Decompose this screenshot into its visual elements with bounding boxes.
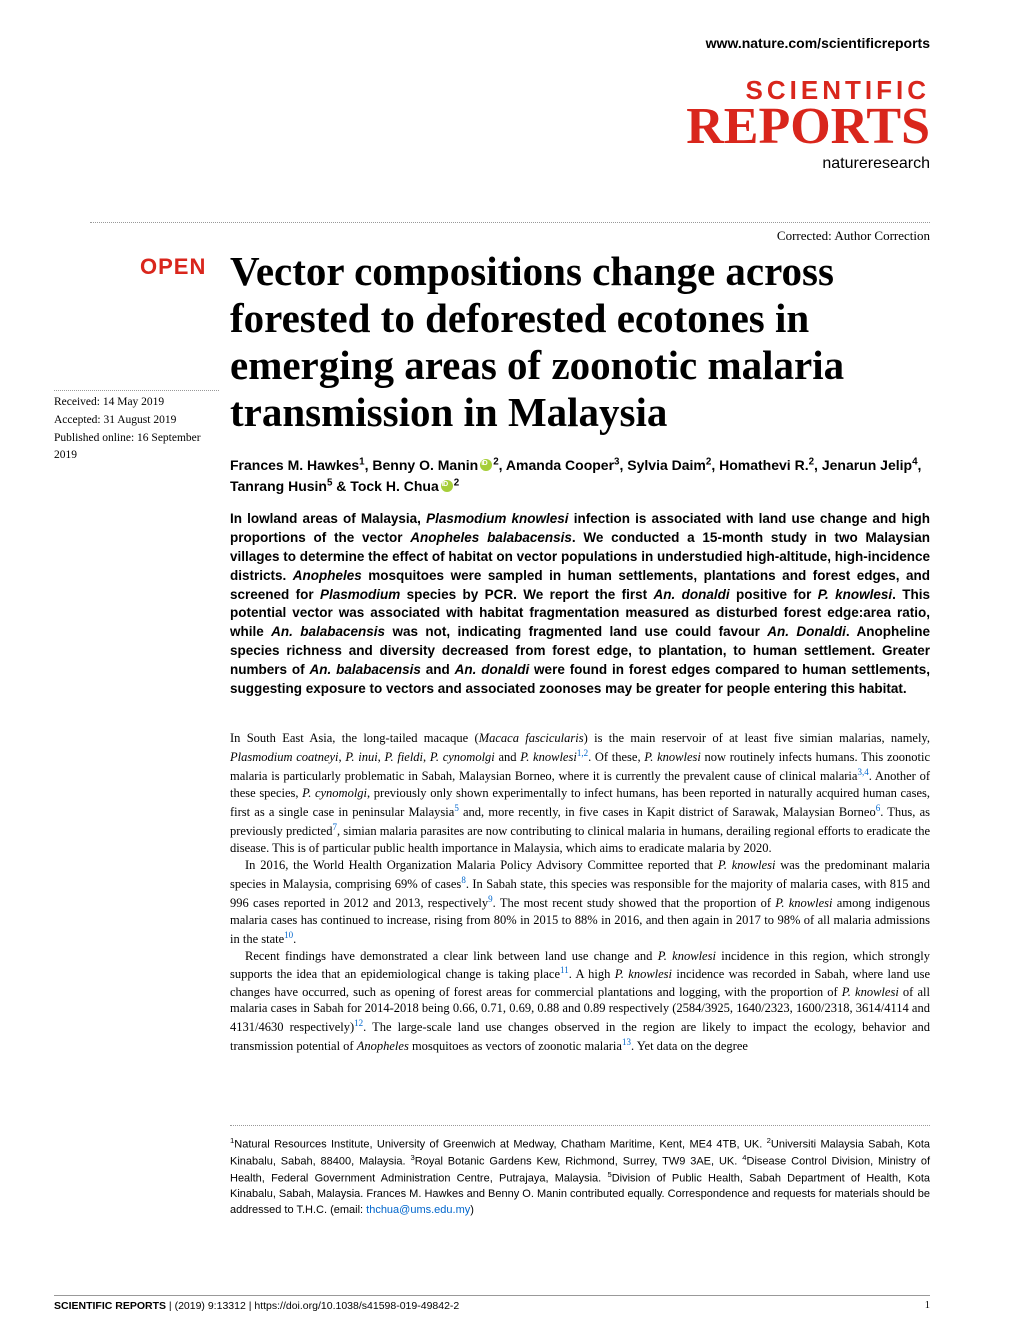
article-title: Vector compositions change across forest…: [230, 248, 930, 437]
accepted-date: Accepted: 31 August 2019: [54, 412, 219, 430]
publisher-name: natureresearch: [686, 155, 930, 173]
abstract: In lowland areas of Malaysia, Plasmodium…: [230, 510, 930, 699]
body-text: In South East Asia, the long-tailed maca…: [230, 730, 930, 1055]
published-date: Published online: 16 September 2019: [54, 430, 219, 466]
journal-name-reports: REPORTS: [686, 102, 930, 151]
body-paragraph-3: Recent findings have demonstrated a clea…: [230, 948, 930, 1056]
received-date: Received: 14 May 2019: [54, 394, 219, 412]
publication-dates: Received: 14 May 2019 Accepted: 31 Augus…: [54, 390, 219, 465]
site-url[interactable]: www.nature.com/scientificreports: [706, 35, 930, 51]
header-divider: [90, 222, 930, 223]
page-footer: SCIENTIFIC REPORTS | (2019) 9:13312 | ht…: [54, 1295, 930, 1312]
footer-citation-text: | (2019) 9:13312 | https://doi.org/10.10…: [166, 1300, 459, 1312]
page-number: 1: [925, 1300, 930, 1312]
affiliations: 1Natural Resources Institute, University…: [230, 1125, 930, 1218]
body-paragraph-2: In 2016, the World Health Organization M…: [230, 857, 930, 948]
footer-citation: SCIENTIFIC REPORTS | (2019) 9:13312 | ht…: [54, 1300, 459, 1312]
journal-logo: SCIENTIFIC REPORTS natureresearch: [686, 75, 930, 173]
open-access-badge: OPEN: [140, 254, 206, 280]
authors-list: Frances M. Hawkes1, Benny O. Manin2, Ama…: [230, 455, 930, 497]
footer-journal: SCIENTIFIC REPORTS: [54, 1300, 166, 1312]
body-paragraph-1: In South East Asia, the long-tailed maca…: [230, 730, 930, 857]
correction-link[interactable]: Corrected: Author Correction: [777, 228, 930, 244]
